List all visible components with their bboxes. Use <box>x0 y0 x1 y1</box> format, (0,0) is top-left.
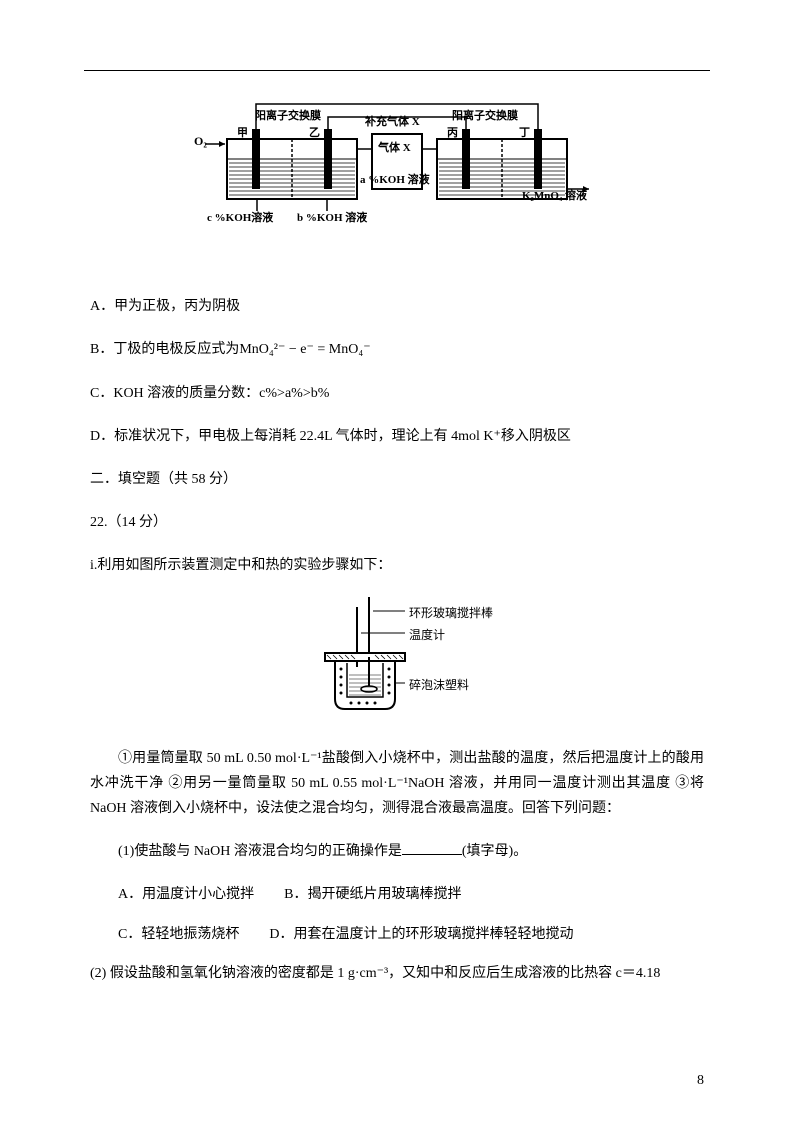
label-b-koh: b %KOH 溶液 <box>297 209 367 229</box>
opt-1b: B．揭开硬纸片用玻璃棒搅拌 <box>284 887 461 902</box>
label-jia: 甲 <box>237 124 248 144</box>
option-b-formula: MnO₄²⁻ − e⁻ = MnO₄⁻ <box>239 342 370 357</box>
label-o2: O₂ <box>194 131 207 153</box>
blank-1 <box>402 841 462 855</box>
q1-post: (填字母)。 <box>462 844 527 859</box>
q2-line: (2) 假设盐酸和氢氧化钠溶液的密度都是 1 g·cm⁻³，又知中和反应后生成溶… <box>90 961 704 986</box>
top-rule <box>84 70 710 71</box>
option-a: A．甲为正极，丙为阴极 <box>90 294 704 319</box>
label-k2mno4: K₂MnO₄ 溶液 <box>522 187 587 207</box>
label-cation-right: 阳离子交换膜 <box>452 107 518 127</box>
label-c-koh: c %KOH溶液 <box>207 209 273 229</box>
diagram-electrolysis-wrap: O₂ 阳离子交换膜 阳离子交换膜 补充气体 X 气体 X a %KOH 溶液 c… <box>90 89 704 238</box>
label-yi: 乙 <box>309 124 320 144</box>
label-bing: 丙 <box>447 124 458 144</box>
opt-1a: A．用温度计小心搅拌 <box>118 887 254 902</box>
page-number: 8 <box>697 1068 704 1093</box>
diagram-electrolysis: O₂ 阳离子交换膜 阳离子交换膜 补充气体 X 气体 X a %KOH 溶液 c… <box>197 89 597 229</box>
q22-i: i.利用如图所示装置测定中和热的实验步骤如下： <box>90 553 704 578</box>
opt-row-cd: C．轻轻地振荡烧杯 D．用套在温度计上的环形玻璃搅拌棒轻轻地搅动 <box>90 922 704 947</box>
q1-pre: (1)使盐酸与 NaOH 溶液混合均匀的正确操作是 <box>118 844 402 859</box>
label-a-koh: a %KOH 溶液 <box>360 171 430 191</box>
label-foam: 碎泡沫塑料 <box>409 675 469 697</box>
opt-row-ab: A．用温度计小心搅拌 B．揭开硬纸片用玻璃棒搅拌 <box>90 882 704 907</box>
label-stirrer: 环形玻璃搅拌棒 <box>409 603 493 625</box>
diagram-calorimeter-wrap: 环形玻璃搅拌棒 温度计 碎泡沫塑料 <box>90 597 704 726</box>
opt-1d: D．用套在温度计上的环形玻璃搅拌棒轻轻地搅动 <box>269 927 573 942</box>
label-ding: 丁 <box>519 124 530 144</box>
q1-line: (1)使盐酸与 NaOH 溶液混合均匀的正确操作是 (填字母)。 <box>90 839 704 864</box>
opt-1c: C．轻轻地振荡烧杯 <box>118 927 239 942</box>
section-2-heading: 二．填空题（共 58 分） <box>90 467 704 492</box>
option-b: B．丁极的电极反应式为MnO₄²⁻ − e⁻ = MnO₄⁻ <box>90 337 704 362</box>
option-c: C．KOH 溶液的质量分数：c%>a%>b% <box>90 381 704 406</box>
option-b-pre: B．丁极的电极反应式为 <box>90 342 239 357</box>
label-add-gas: 补充气体 X <box>365 113 420 133</box>
para-steps: ①用量筒量取 50 mL 0.50 mol·L⁻¹盐酸倒入小烧杯中，测出盐酸的温… <box>90 746 704 822</box>
label-thermo: 温度计 <box>409 625 445 647</box>
q22-heading: 22.（14 分） <box>90 510 704 535</box>
label-gas-x: 气体 X <box>378 139 411 159</box>
option-d: D．标准状况下，甲电极上每消耗 22.4L 气体时，理论上有 4mol K⁺移入… <box>90 424 704 449</box>
diagram-calorimeter: 环形玻璃搅拌棒 温度计 碎泡沫塑料 <box>297 597 497 717</box>
